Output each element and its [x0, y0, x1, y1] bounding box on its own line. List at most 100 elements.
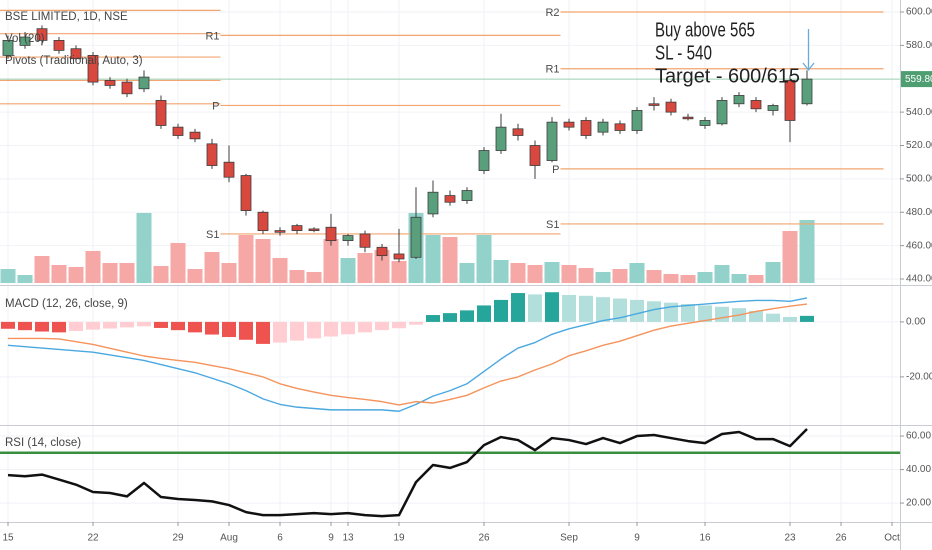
macd-histogram-bar: [69, 321, 83, 331]
candle-body: [121, 81, 133, 95]
x-tick-label: 13: [342, 533, 354, 544]
pivot-label: R1: [205, 30, 219, 42]
volume-bar: [476, 235, 492, 283]
candle-body: [325, 226, 337, 242]
macd-histogram-bar: [528, 294, 542, 322]
x-tick-label: 9: [328, 533, 334, 544]
pivot-label: P: [212, 100, 219, 112]
candle-body: [138, 76, 150, 90]
macd-histogram-bar: [239, 321, 253, 340]
candle-body: [291, 225, 303, 232]
candle-body: [461, 190, 473, 201]
candle-body: [427, 191, 439, 215]
mark-layer: [1, 25, 814, 518]
macd-histogram-bar: [205, 321, 219, 335]
macd-histogram-bar: [596, 297, 610, 322]
macd-histogram-bar: [35, 321, 49, 332]
volume-bar: [289, 270, 305, 283]
volume-bar: [680, 275, 696, 283]
macd-histogram-bar: [137, 321, 151, 327]
macd-histogram-bar: [800, 315, 814, 322]
y-tick-label: 500.00: [906, 174, 932, 185]
candle-body: [410, 216, 422, 258]
macd-histogram-bar: [647, 301, 661, 322]
macd-legend: MACD (12, 26, close, 9): [5, 298, 128, 310]
volume-bar: [357, 253, 373, 283]
volume-bar: [340, 258, 356, 283]
volume-bar: [170, 243, 186, 283]
macd-histogram-bar: [443, 313, 457, 322]
volume-bar: [119, 263, 135, 283]
volume-bar: [85, 251, 101, 283]
y-tick-label: 520.00: [906, 140, 932, 151]
volume-bar: [68, 267, 84, 283]
macd-histogram-bar: [630, 299, 644, 322]
macd-histogram-bar: [409, 321, 423, 325]
macd-histogram-bar: [562, 294, 576, 322]
candle-body: [597, 121, 609, 133]
candle-body: [257, 211, 269, 232]
candle-body: [665, 101, 677, 113]
candle-body: [699, 120, 711, 126]
candle-body: [70, 48, 82, 60]
macd-histogram-bar: [171, 321, 185, 331]
candle-body: [240, 175, 252, 211]
y-tick-label: 20.00: [906, 498, 931, 509]
x-tick-label: 6: [277, 533, 283, 544]
macd-histogram-bar: [664, 302, 678, 322]
volume-bar: [136, 213, 152, 283]
volume-bar: [561, 265, 577, 283]
last-price-label: 559.80: [905, 74, 932, 85]
x-tick-label: 23: [784, 533, 796, 544]
volume-bar: [629, 263, 645, 283]
candle-body: [580, 120, 592, 136]
volume-bar: [731, 274, 747, 283]
pivot-label: R1: [545, 64, 559, 76]
macd-line: [7, 297, 808, 412]
volume-bar: [442, 237, 458, 283]
candle-body: [342, 235, 354, 242]
candle-body: [614, 123, 626, 131]
macd-histogram-bar: [460, 310, 474, 322]
candle-body: [546, 121, 558, 161]
volume-bar: [187, 269, 203, 283]
macd-histogram-bar: [426, 315, 440, 322]
candle-body: [172, 126, 184, 136]
volume-legend: Vol (20): [5, 33, 45, 45]
pivots-legend: Pivots (Traditional, Auto, 3): [5, 55, 143, 67]
candle-body: [648, 103, 660, 106]
volume-bar: [204, 252, 220, 283]
macd-histogram-bar: [120, 321, 134, 328]
x-tick-label: 29: [172, 533, 184, 544]
y-tick-label: 40.00: [906, 464, 931, 475]
y-tick-label: 580.00: [906, 40, 932, 51]
volume-bar: [17, 275, 33, 283]
macd-histogram-bar: [392, 321, 406, 329]
candle-body: [2, 39, 14, 56]
overlay-layer: R1 P S1 R2 R1 P S1: [0, 7, 900, 455]
candle-body: [563, 121, 575, 128]
x-tick-label: 26: [835, 533, 847, 544]
candle-body: [682, 116, 694, 120]
rsi-legend: RSI (14, close): [5, 437, 81, 449]
macd-histogram-bar: [477, 305, 491, 322]
candle-body: [767, 105, 779, 111]
macd-histogram-bar: [256, 321, 270, 344]
y-tick-label: 540.00: [906, 107, 932, 118]
volume-bar: [306, 272, 322, 283]
volume-bar: [663, 274, 679, 283]
rsi-line: [7, 428, 808, 518]
macd-histogram-bar: [698, 305, 712, 322]
candle-body: [104, 80, 116, 86]
candle-body: [750, 100, 762, 110]
x-tick-label: 19: [393, 533, 405, 544]
macd-histogram-bar: [188, 321, 202, 333]
volume-bar: [765, 262, 781, 283]
candle-body: [512, 128, 524, 136]
candle-body: [223, 161, 235, 178]
volume-bar: [493, 260, 509, 283]
volume-bar: [391, 261, 407, 283]
y-tick-label: 440.00: [906, 274, 932, 285]
x-tick-label: Sep: [560, 533, 578, 544]
